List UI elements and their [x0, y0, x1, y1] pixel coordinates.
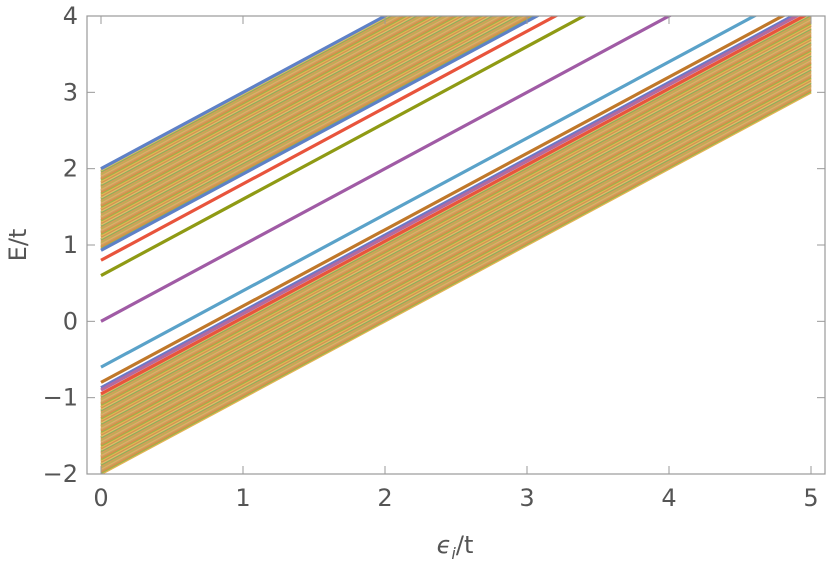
y-tick-label: −2 [43, 460, 78, 488]
x-axis-label-sub: i [451, 544, 456, 561]
y-tick-label: 1 [63, 231, 78, 259]
x-tick-label: 2 [377, 484, 392, 512]
plot-lines [100, 16, 812, 474]
series-line [100, 16, 559, 262]
y-axis: −2 −1 0 1 2 3 4 [43, 2, 825, 488]
x-tick-label: 0 [93, 484, 108, 512]
x-tick-label: 1 [235, 484, 250, 512]
x-tick-label: 4 [661, 484, 676, 512]
y-tick-label: 4 [63, 2, 78, 30]
y-tick-label: 2 [63, 155, 78, 183]
x-axis-label: ϵi/t [437, 531, 474, 561]
x-axis: 0 1 2 3 4 5 [93, 16, 819, 512]
series-line [100, 16, 758, 369]
y-axis-label: E/t [4, 229, 32, 262]
y-tick-label: −1 [43, 384, 78, 412]
x-tick-label: 5 [803, 484, 818, 512]
y-tick-label: 0 [63, 307, 78, 335]
x-axis-label-main: ϵ [437, 531, 452, 559]
x-axis-label-rest: /t [456, 531, 474, 559]
series-line [100, 16, 541, 252]
series-line [100, 16, 389, 171]
series-line [100, 16, 588, 277]
series-line [100, 16, 786, 384]
x-tick-label: 3 [519, 484, 534, 512]
series-line [100, 16, 673, 323]
y-tick-label: 3 [63, 78, 78, 106]
series-line [100, 16, 808, 396]
series-line [100, 16, 801, 392]
series-line [100, 16, 796, 390]
